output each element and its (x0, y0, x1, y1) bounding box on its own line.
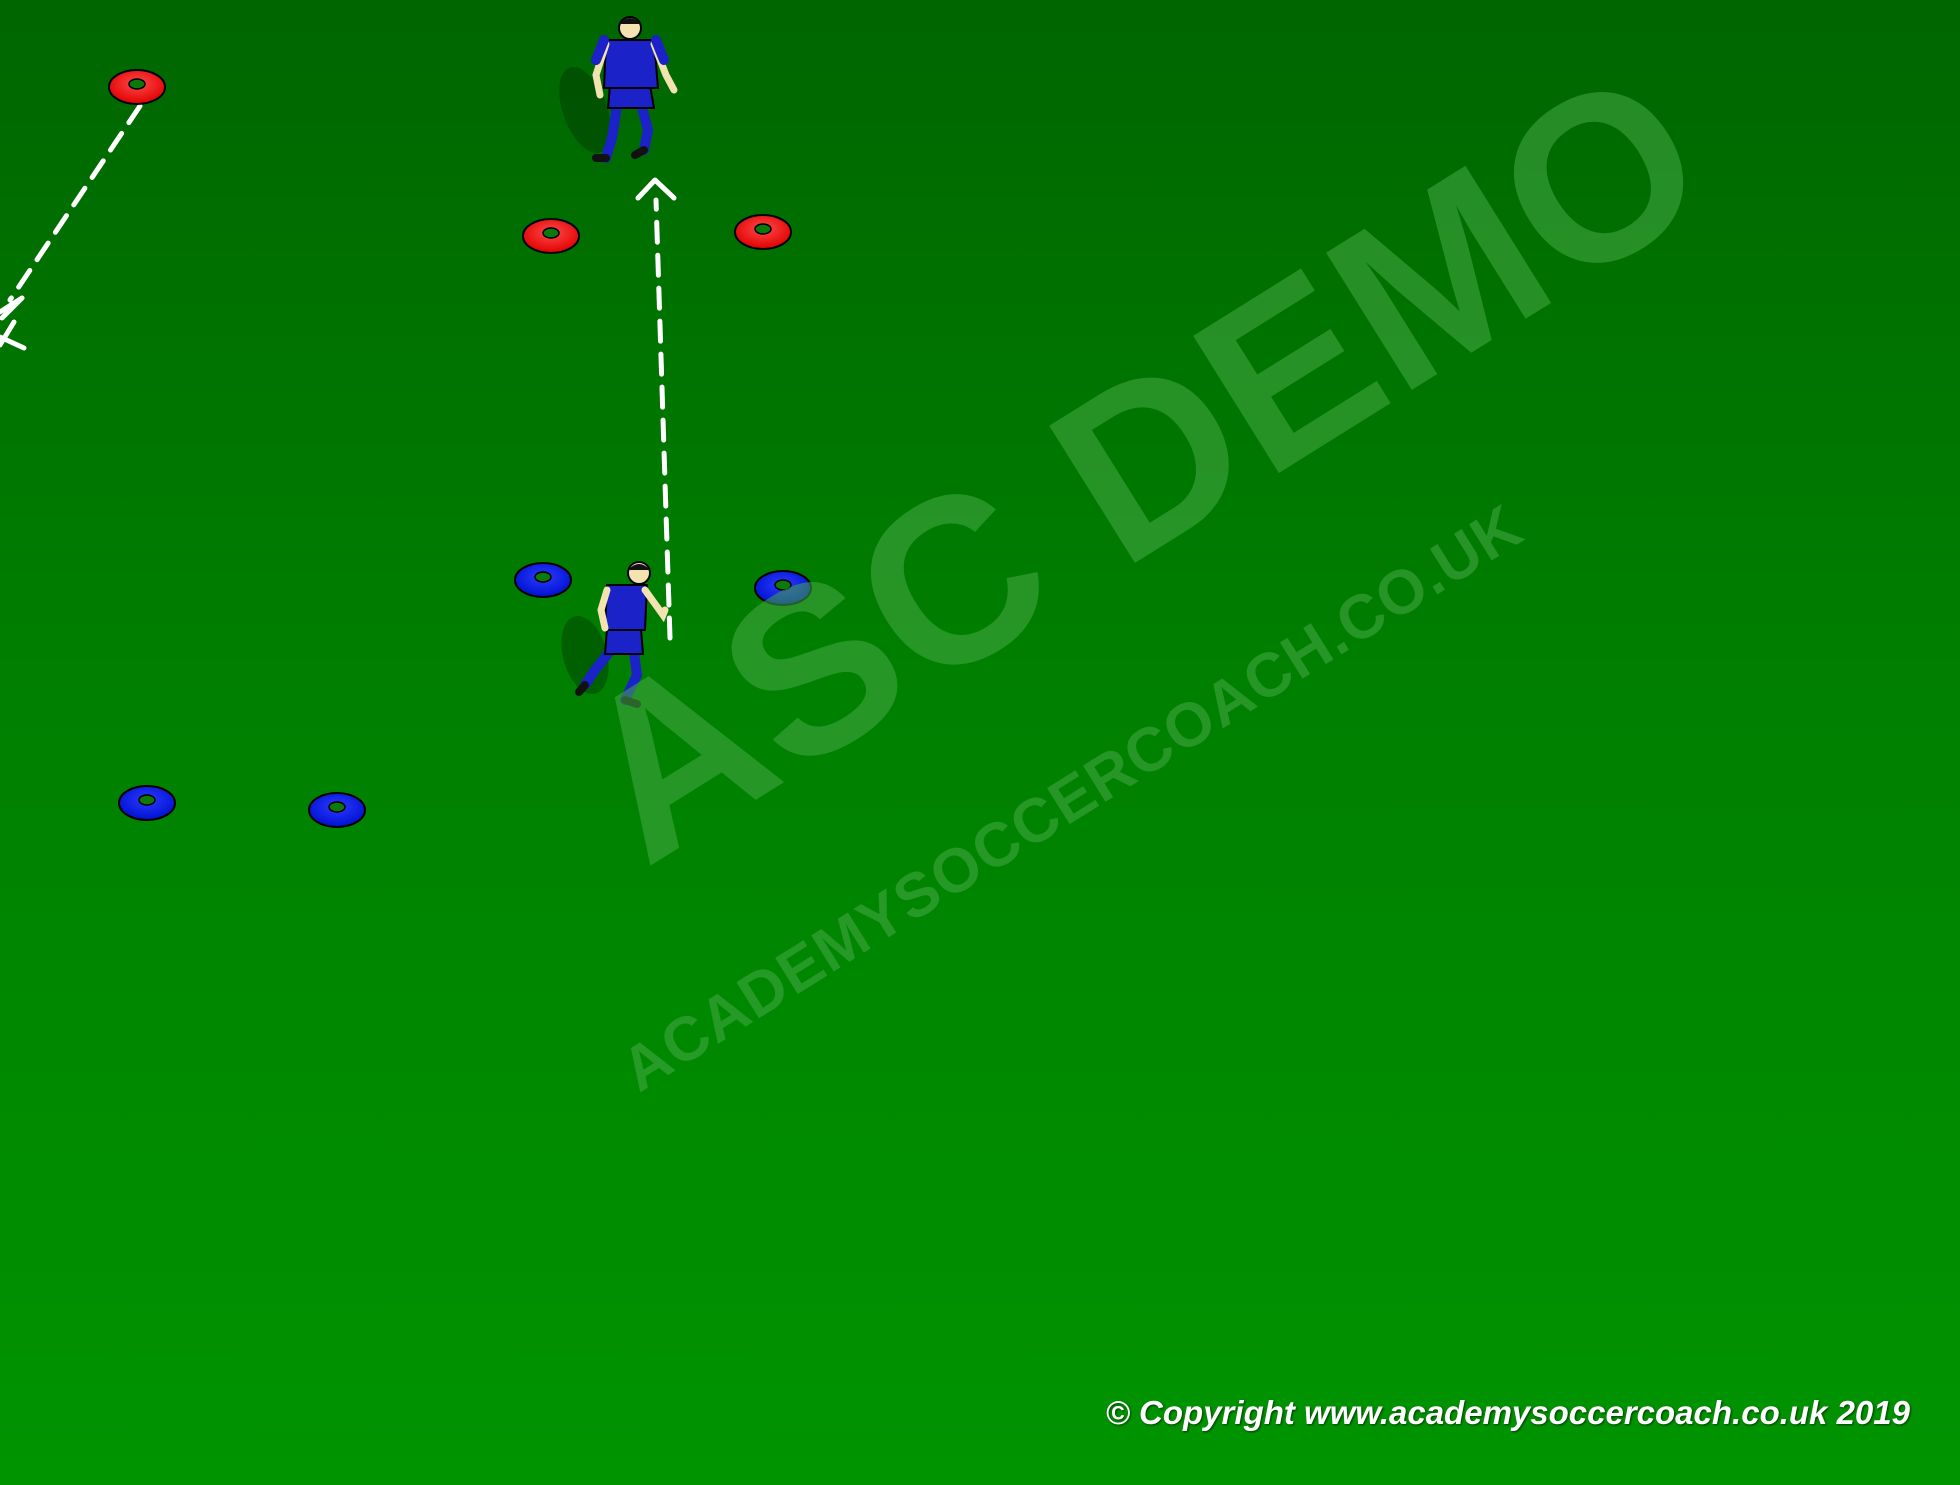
red-cone (522, 218, 580, 254)
movement-arrow-left (0, 103, 143, 351)
red-cone (734, 214, 792, 250)
blue-cone (754, 570, 812, 606)
blue-cone (514, 562, 572, 598)
player-middle (561, 561, 669, 708)
copyright-notice: © Copyright www.academysoccercoach.co.uk… (1105, 1394, 1910, 1431)
red-cone (108, 69, 166, 105)
player-top (559, 16, 678, 163)
movement-arrow-center (635, 177, 677, 641)
blue-cone (308, 792, 366, 828)
blue-cone (118, 785, 176, 821)
